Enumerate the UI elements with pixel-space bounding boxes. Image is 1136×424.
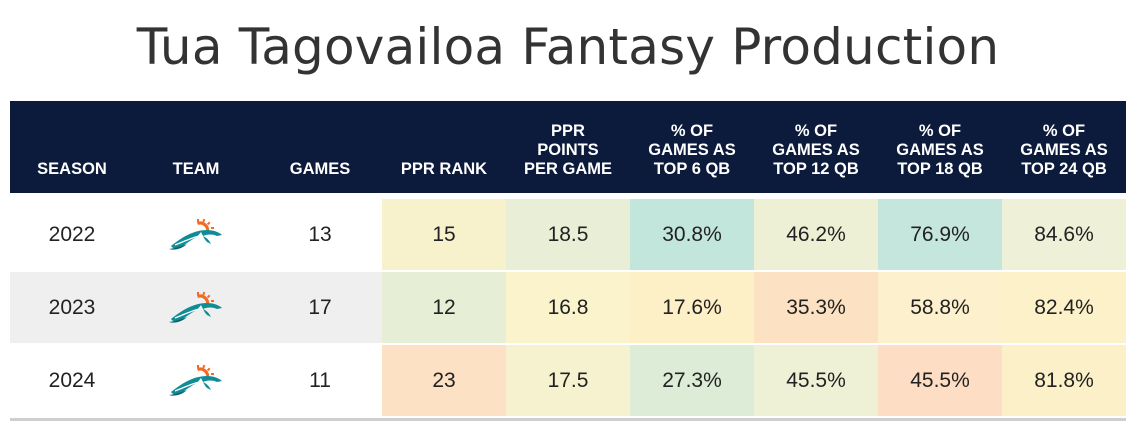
header-top6[interactable]: % OF GAMES AS TOP 6 QB xyxy=(648,122,736,178)
top24-cell: 84.6% xyxy=(1002,199,1126,270)
ppr-ppg-cell: 18.5 xyxy=(506,199,630,270)
season-cell: 2024 xyxy=(48,368,96,392)
ppr-rank-cell: 12 xyxy=(382,272,506,343)
top18-cell: 58.8% xyxy=(878,272,1002,343)
top12-cell: 35.3% xyxy=(754,272,878,343)
team-logo-cell xyxy=(134,345,258,416)
table-row: 2023 17 12 16.8 17.6% 35.3% 58.8% 82.4% xyxy=(10,272,1126,343)
header-top18[interactable]: % OF GAMES AS TOP 18 QB xyxy=(896,122,984,178)
table-body: 2022 13 15 18.5 30.8% 46.2% 76.9% 84.6% 2023 xyxy=(10,199,1126,416)
header-top24[interactable]: % OF GAMES AS TOP 24 QB xyxy=(1020,122,1108,178)
header-ppr-points-per-game[interactable]: PPR POINTS PER GAME xyxy=(523,122,612,178)
top6-cell: 17.6% xyxy=(630,272,754,343)
ppr-rank-cell: 23 xyxy=(382,345,506,416)
season-cell: 2022 xyxy=(48,222,96,246)
ppr-rank-cell: 15 xyxy=(382,199,506,270)
header-ppr-rank[interactable]: PPR RANK xyxy=(400,160,488,178)
ppr-ppg-cell: 17.5 xyxy=(506,345,630,416)
table-row: 2022 13 15 18.5 30.8% 46.2% 76.9% 84.6% xyxy=(10,199,1126,270)
top24-cell: 81.8% xyxy=(1002,345,1126,416)
header-games[interactable]: GAMES xyxy=(289,160,351,178)
dolphins-logo-icon xyxy=(167,291,225,325)
top18-cell: 45.5% xyxy=(878,345,1002,416)
games-cell: 11 xyxy=(309,368,331,392)
table-bottom-border xyxy=(10,418,1126,421)
header-team[interactable]: TEAM xyxy=(172,160,220,178)
header-top12[interactable]: % OF GAMES AS TOP 12 QB xyxy=(772,122,860,178)
games-cell: 17 xyxy=(258,272,382,343)
dolphins-logo-icon xyxy=(167,218,225,252)
dolphins-logo-icon xyxy=(167,364,225,398)
team-logo-cell xyxy=(134,199,258,270)
team-logo-cell xyxy=(134,272,258,343)
ppr-ppg-cell: 16.8 xyxy=(506,272,630,343)
top18-cell: 76.9% xyxy=(878,199,1002,270)
top12-cell: 46.2% xyxy=(754,199,878,270)
page-title: Tua Tagovailoa Fantasy Production xyxy=(136,18,1000,76)
stats-table: SEASON TEAM GAMES PPR RANK PPR POINTS PE… xyxy=(10,101,1126,421)
top6-cell: 30.8% xyxy=(630,199,754,270)
table-row: 2024 11 23 17.5 27.3% 45.5% 45.5% 81.8% xyxy=(10,345,1126,416)
top12-cell: 45.5% xyxy=(754,345,878,416)
games-cell: 13 xyxy=(308,222,332,246)
header-season[interactable]: SEASON xyxy=(37,160,107,178)
top6-cell: 27.3% xyxy=(630,345,754,416)
season-cell: 2023 xyxy=(10,272,134,343)
top24-cell: 82.4% xyxy=(1002,272,1126,343)
table-header: SEASON TEAM GAMES PPR RANK PPR POINTS PE… xyxy=(10,101,1126,193)
